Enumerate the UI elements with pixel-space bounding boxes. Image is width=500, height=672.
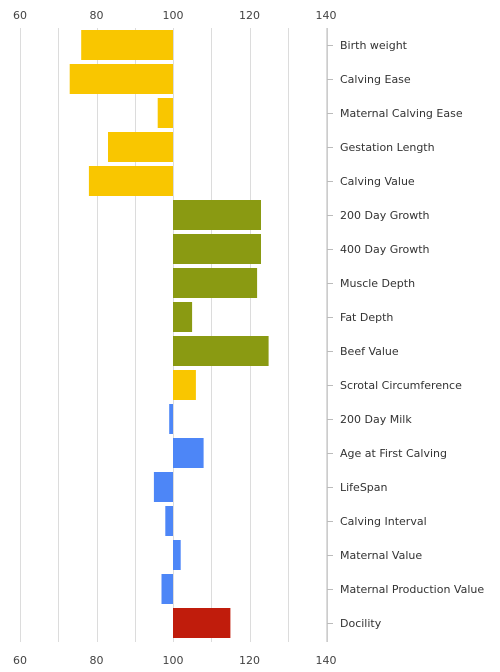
bar xyxy=(173,302,193,332)
category-label: Gestation Length xyxy=(340,141,435,154)
category-label: 400 Day Growth xyxy=(340,243,430,256)
bar xyxy=(153,472,173,502)
category-label: Calving Value xyxy=(340,175,415,188)
bar xyxy=(173,540,181,570)
bar xyxy=(69,64,173,94)
x-tick-label-top: 80 xyxy=(90,9,104,22)
category-label: Age at First Calving xyxy=(340,447,447,460)
category-label: Birth weight xyxy=(340,39,408,52)
x-tick-label-top: 100 xyxy=(163,9,184,22)
x-tick-label-bottom: 100 xyxy=(163,654,184,667)
bar xyxy=(173,268,258,298)
bar xyxy=(173,336,269,366)
category-label: 200 Day Milk xyxy=(340,413,412,426)
bar xyxy=(173,608,231,638)
labels-layer: Birth weight Calving Ease Maternal Calving… xyxy=(340,39,484,630)
x-tick-label-bottom: 60 xyxy=(13,654,27,667)
bar xyxy=(173,438,204,468)
category-label: Muscle Depth xyxy=(340,277,415,290)
category-label: Fat Depth xyxy=(340,311,393,324)
bar xyxy=(81,30,173,60)
category-label: Docility xyxy=(340,617,382,630)
bar xyxy=(165,506,173,536)
axis-layer: 60 60 80 80 100 100 120 120 140 140 xyxy=(13,9,337,667)
category-label: Beef Value xyxy=(340,345,399,358)
bar xyxy=(169,404,173,434)
x-tick-label-top: 120 xyxy=(239,9,260,22)
category-label: Maternal Value xyxy=(340,549,422,562)
bar xyxy=(173,370,196,400)
bars-layer xyxy=(69,30,269,638)
x-tick-label-bottom: 140 xyxy=(316,654,337,667)
bar xyxy=(161,574,173,604)
x-tick-label-bottom: 120 xyxy=(239,654,260,667)
category-label: Maternal Calving Ease xyxy=(340,107,463,120)
category-label: Maternal Production Value xyxy=(340,583,484,596)
category-label: Calving Ease xyxy=(340,73,411,86)
category-label: Calving Interval xyxy=(340,515,427,528)
bar xyxy=(173,200,261,230)
category-label: LifeSpan xyxy=(340,481,388,494)
bar xyxy=(173,234,261,264)
bar xyxy=(88,166,173,196)
x-tick-label-top: 140 xyxy=(316,9,337,22)
grid-layer xyxy=(20,28,327,642)
category-label: 200 Day Growth xyxy=(340,209,430,222)
category-label: Scrotal Circumference xyxy=(340,379,462,392)
bar xyxy=(108,132,173,162)
x-tick-label-top: 60 xyxy=(13,9,27,22)
bar xyxy=(157,98,173,128)
x-tick-label-bottom: 80 xyxy=(90,654,104,667)
